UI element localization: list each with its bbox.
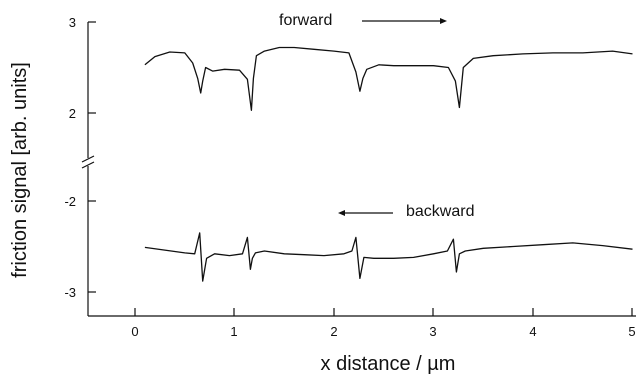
- annotation-forward: forward: [279, 12, 332, 29]
- x-tick-label-0: 0: [131, 324, 138, 339]
- axes: 3 2 -2 -3 0 1 2 3 4 5: [64, 15, 636, 339]
- arrow-left-icon: [338, 210, 393, 216]
- arrow-right-icon: [362, 18, 447, 24]
- y-tick-label-3: 3: [69, 15, 76, 30]
- y-axis-break-mark-1: [81, 155, 95, 163]
- series-forward-line: [144, 46, 633, 111]
- x-tick-label-1: 1: [230, 324, 237, 339]
- series-backward-line: [144, 232, 633, 282]
- x-tick-label-5: 5: [628, 324, 635, 339]
- y-tick-label-2: 2: [69, 106, 76, 121]
- x-tick-label-2: 2: [330, 324, 337, 339]
- x-tick-label-4: 4: [529, 324, 536, 339]
- x-axis-title: x distance / µm: [321, 353, 456, 375]
- y-axis-title: friction signal [arb. units]: [9, 62, 31, 278]
- y-tick-label-neg2: -2: [64, 194, 76, 209]
- series-layer: [144, 46, 633, 282]
- y-tick-label-neg3: -3: [64, 285, 76, 300]
- annotation-backward: backward: [406, 203, 474, 220]
- y-axis-break-mark-2: [81, 161, 95, 169]
- x-tick-label-3: 3: [429, 324, 436, 339]
